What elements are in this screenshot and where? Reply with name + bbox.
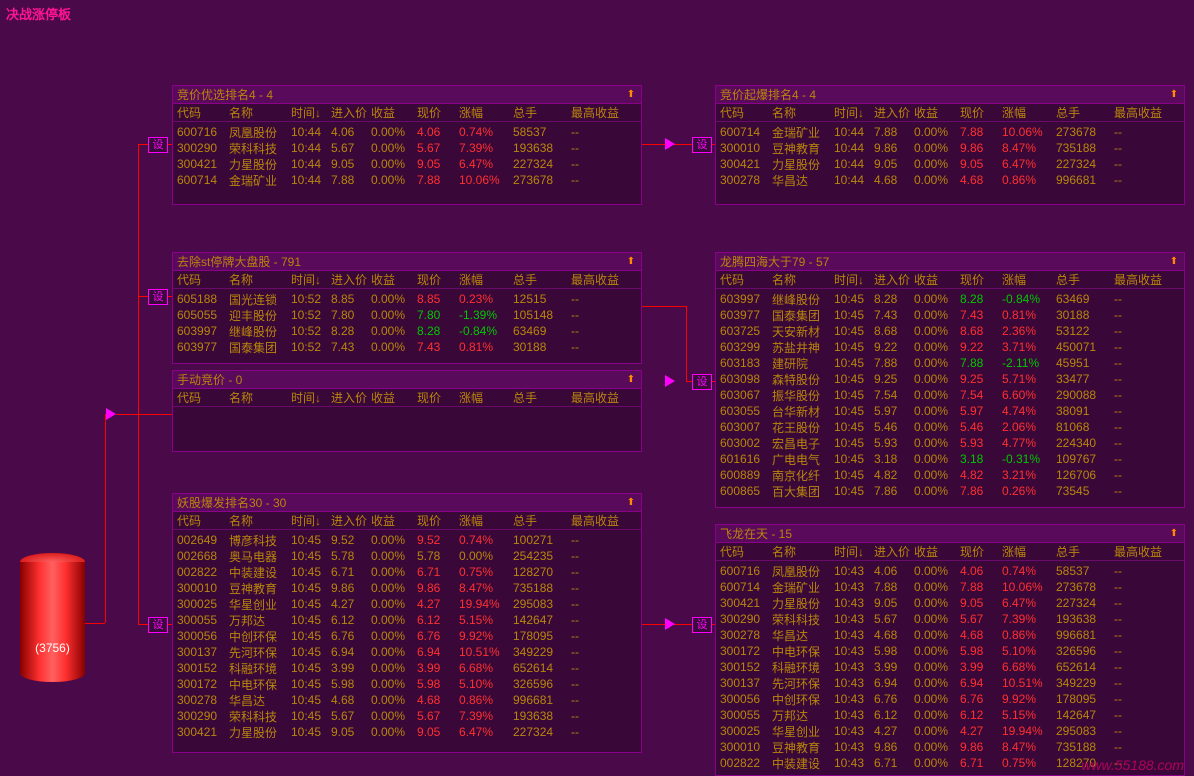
stock-row[interactable]: 300290荣科科技10:445.670.00%5.677.39%193638-…	[177, 140, 637, 156]
stock-row[interactable]: 605055迎丰股份10:527.800.00%7.80-1.39%105148…	[177, 307, 637, 323]
source-triangle-node	[106, 408, 116, 420]
stock-row[interactable]: 300421力星股份10:439.050.00%9.056.47%227324-…	[720, 595, 1180, 611]
stock-row[interactable]: 603055台华新材10:455.970.00%5.974.74%38091--	[720, 403, 1180, 419]
connector	[686, 306, 687, 382]
stock-row[interactable]: 603725天安新材10:458.680.00%8.682.36%53122--	[720, 323, 1180, 339]
data-source-cylinder: (3756)	[20, 553, 85, 693]
connector	[85, 623, 105, 624]
stock-row[interactable]: 300278华昌达10:444.680.00%4.680.86%996681--	[720, 172, 1180, 188]
stock-row[interactable]: 300056中创环保10:456.760.00%6.769.92%178095-…	[177, 628, 637, 644]
connector	[138, 144, 139, 624]
stock-row[interactable]: 002668奥马电器10:455.780.00%5.780.00%254235-…	[177, 548, 637, 564]
main-title: 决战涨停板	[0, 0, 1194, 27]
stock-row[interactable]: 300421力星股份10:459.050.00%9.056.47%227324-…	[177, 724, 637, 740]
stock-row[interactable]: 300152科融环境10:433.990.00%3.996.68%652614-…	[720, 659, 1180, 675]
stock-row[interactable]: 603299苏盐井神10:459.220.00%9.223.71%450071-…	[720, 339, 1180, 355]
up-arrow-icon[interactable]: ⬆	[1168, 89, 1180, 101]
stock-row[interactable]: 600714金瑞矿业10:447.880.00%7.8810.06%273678…	[177, 172, 637, 188]
stock-row[interactable]: 300290荣科科技10:435.670.00%5.677.39%193638-…	[720, 611, 1180, 627]
flow-triangle-node	[665, 618, 675, 630]
stock-row[interactable]: 300137先河环保10:436.940.00%6.9410.51%349229…	[720, 675, 1180, 691]
up-arrow-icon[interactable]: ⬆	[1168, 256, 1180, 268]
up-arrow-icon[interactable]: ⬆	[625, 374, 637, 386]
panel-title: 竞价优选排名4 - 4	[177, 86, 273, 103]
stock-row[interactable]: 603002宏昌电子10:455.930.00%5.934.77%224340-…	[720, 435, 1180, 451]
stock-row[interactable]: 300278华昌达10:434.680.00%4.680.86%996681--	[720, 627, 1180, 643]
stock-row[interactable]: 300137先河环保10:456.940.00%6.9410.51%349229…	[177, 644, 637, 660]
stock-row[interactable]: 603977国泰集团10:527.430.00%7.430.81%30188--	[177, 339, 637, 355]
stock-row[interactable]: 600889南京化纤10:454.820.00%4.823.21%126706-…	[720, 467, 1180, 483]
stock-row[interactable]: 603007花王股份10:455.460.00%5.462.06%81068--	[720, 419, 1180, 435]
watermark: www.55188.com	[1081, 757, 1184, 773]
stock-row[interactable]: 300010豆神教育10:459.860.00%9.868.47%735188-…	[177, 580, 637, 596]
stock-row[interactable]: 300421力星股份10:449.050.00%9.056.47%227324-…	[177, 156, 637, 172]
up-arrow-icon[interactable]: ⬆	[1168, 528, 1180, 540]
stock-row[interactable]: 300055万邦达10:436.120.00%6.125.15%142647--	[720, 707, 1180, 723]
config-node[interactable]: 设	[148, 617, 168, 633]
stock-row[interactable]: 603098森特股份10:459.250.00%9.255.71%33477--	[720, 371, 1180, 387]
stock-row[interactable]: 600865百大集团10:457.860.00%7.860.26%73545--	[720, 483, 1180, 499]
config-node[interactable]: 设	[148, 137, 168, 153]
flow-triangle-node	[665, 138, 675, 150]
config-node[interactable]: 设	[692, 617, 712, 633]
stock-row[interactable]: 300025华星创业10:434.270.00%4.2719.94%295083…	[720, 723, 1180, 739]
stock-row[interactable]: 600714金瑞矿业10:447.880.00%7.8810.06%273678…	[720, 124, 1180, 140]
stock-panel-p7: 飞龙在天 - 15 ⬆ 代码名称时间↓进入价收益现价涨幅总手最高收益 600716凤凰…	[715, 524, 1185, 776]
stock-row[interactable]: 600716凤凰股份10:434.060.00%4.060.74%58537--	[720, 563, 1180, 579]
stock-row[interactable]: 002822中装建设10:456.710.00%6.710.75%128270-…	[177, 564, 637, 580]
connector	[105, 414, 106, 623]
stock-panel-p1: 竞价优选排名4 - 4 ⬆ 代码名称时间↓进入价收益现价涨幅总手最高收益 600716…	[172, 85, 642, 205]
stock-row[interactable]: 300010豆神教育10:439.860.00%9.868.47%735188-…	[720, 739, 1180, 755]
stock-panel-p4: 龙腾四海大于79 - 57 ⬆ 代码名称时间↓进入价收益现价涨幅总手最高收益 6039…	[715, 252, 1185, 508]
panel-title: 手动竞价 - 0	[177, 371, 242, 388]
config-node[interactable]: 设	[692, 137, 712, 153]
stock-panel-p5: 手动竞价 - 0 ⬆ 代码名称时间↓进入价收益现价涨幅总手最高收益	[172, 370, 642, 452]
up-arrow-icon[interactable]: ⬆	[625, 89, 637, 101]
panel-title: 竞价起爆排名4 - 4	[720, 86, 816, 103]
stock-row[interactable]: 603183建研院10:457.880.00%7.88-2.11%45951--	[720, 355, 1180, 371]
cylinder-label: (3756)	[20, 641, 85, 655]
stock-row[interactable]: 600714金瑞矿业10:437.880.00%7.8810.06%273678…	[720, 579, 1180, 595]
stock-row[interactable]: 300152科融环境10:453.990.00%3.996.68%652614-…	[177, 660, 637, 676]
stock-row[interactable]: 603997继峰股份10:458.280.00%8.28-0.84%63469-…	[720, 291, 1180, 307]
stock-row[interactable]: 300172中电环保10:455.980.00%5.985.10%326596-…	[177, 676, 637, 692]
stock-row[interactable]: 002649博彦科技10:459.520.00%9.520.74%100271-…	[177, 532, 637, 548]
stock-row[interactable]: 300056中创环保10:436.760.00%6.769.92%178095-…	[720, 691, 1180, 707]
stock-row[interactable]: 300172中电环保10:435.980.00%5.985.10%326596-…	[720, 643, 1180, 659]
connector	[116, 414, 172, 415]
stock-row[interactable]: 300025华星创业10:454.270.00%4.2719.94%295083…	[177, 596, 637, 612]
column-headers: 代码名称时间↓进入价收益现价涨幅总手最高收益	[173, 512, 641, 530]
flow-triangle-node	[665, 375, 675, 387]
stock-row[interactable]: 300290荣科科技10:455.670.00%5.677.39%193638-…	[177, 708, 637, 724]
panel-title: 龙腾四海大于79 - 57	[720, 253, 829, 270]
stock-row[interactable]: 300010豆神教育10:449.860.00%9.868.47%735188-…	[720, 140, 1180, 156]
stock-panel-p6: 妖股爆发排名30 - 30 ⬆ 代码名称时间↓进入价收益现价涨幅总手最高收益 0026…	[172, 493, 642, 753]
stock-panel-p2: 竞价起爆排名4 - 4 ⬆ 代码名称时间↓进入价收益现价涨幅总手最高收益 600714…	[715, 85, 1185, 205]
stock-row[interactable]: 605188国光连锁10:528.850.00%8.850.23%12515--	[177, 291, 637, 307]
column-headers: 代码名称时间↓进入价收益现价涨幅总手最高收益	[716, 104, 1184, 122]
config-node[interactable]: 设	[148, 289, 168, 305]
stock-row[interactable]: 300055万邦达10:456.120.00%6.125.15%142647--	[177, 612, 637, 628]
up-arrow-icon[interactable]: ⬆	[625, 497, 637, 509]
column-headers: 代码名称时间↓进入价收益现价涨幅总手最高收益	[173, 271, 641, 289]
stock-row[interactable]: 603977国泰集团10:457.430.00%7.430.81%30188--	[720, 307, 1180, 323]
column-headers: 代码名称时间↓进入价收益现价涨幅总手最高收益	[716, 271, 1184, 289]
config-node[interactable]: 设	[692, 374, 712, 390]
stock-row[interactable]: 601616广电电气10:453.180.00%3.18-0.31%109767…	[720, 451, 1180, 467]
up-arrow-icon[interactable]: ⬆	[625, 256, 637, 268]
stock-panel-p3: 去除st停牌大盘股 - 791 ⬆ 代码名称时间↓进入价收益现价涨幅总手最高收益 60…	[172, 252, 642, 364]
column-headers: 代码名称时间↓进入价收益现价涨幅总手最高收益	[716, 543, 1184, 561]
column-headers: 代码名称时间↓进入价收益现价涨幅总手最高收益	[173, 104, 641, 122]
stock-row[interactable]: 600716凤凰股份10:444.060.00%4.060.74%58537--	[177, 124, 637, 140]
column-headers: 代码名称时间↓进入价收益现价涨幅总手最高收益	[173, 389, 641, 407]
stock-row[interactable]: 603997继峰股份10:528.280.00%8.28-0.84%63469-…	[177, 323, 637, 339]
stock-row[interactable]: 603067振华股份10:457.540.00%7.546.60%290088-…	[720, 387, 1180, 403]
panel-title: 飞龙在天 - 15	[720, 525, 792, 542]
connector	[642, 306, 686, 307]
panel-title: 去除st停牌大盘股 - 791	[177, 253, 301, 270]
stock-row[interactable]: 300421力星股份10:449.050.00%9.056.47%227324-…	[720, 156, 1180, 172]
stock-row[interactable]: 300278华昌达10:454.680.00%4.680.86%996681--	[177, 692, 637, 708]
panel-title: 妖股爆发排名30 - 30	[177, 494, 286, 511]
